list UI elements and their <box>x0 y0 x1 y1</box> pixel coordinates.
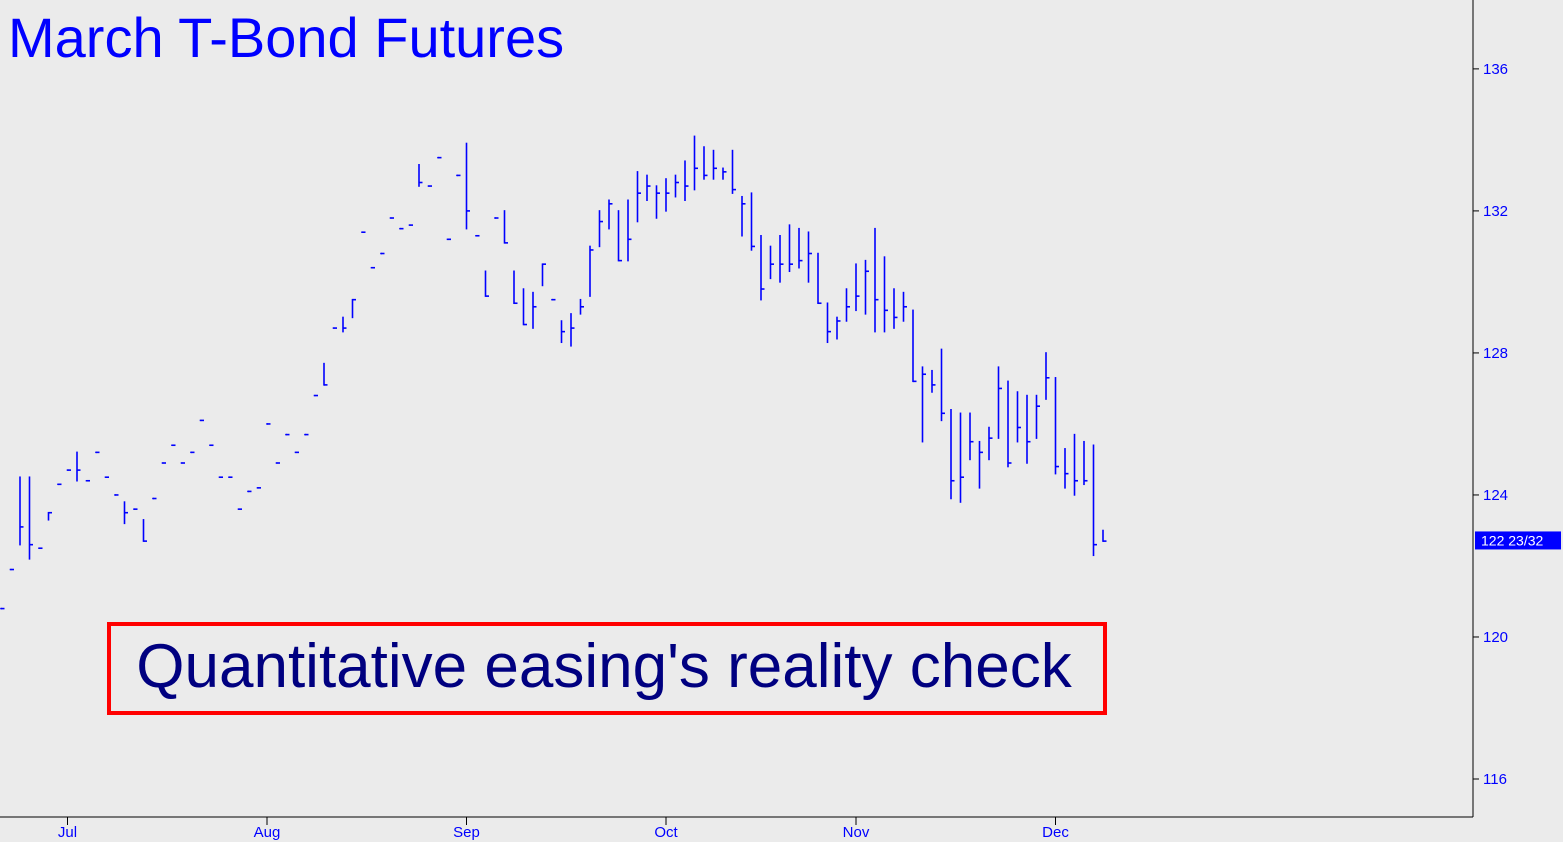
x-tick-label: Nov <box>843 824 870 841</box>
y-tick-label: 128 <box>1483 345 1508 362</box>
annotation: Quantitative easing's reality check <box>136 632 1072 701</box>
y-tick-label: 124 <box>1483 487 1508 504</box>
last-price-label: 122 23/32 <box>1481 532 1543 548</box>
chart-title: March T-Bond Futures <box>8 6 564 69</box>
last-price-box <box>1475 531 1561 550</box>
y-tick-label: 132 <box>1483 203 1508 220</box>
annotation-box <box>107 622 1107 715</box>
x-tick-label: Dec <box>1042 824 1069 841</box>
x-tick-label: Sep <box>453 824 480 841</box>
y-tick-label: 136 <box>1483 61 1508 78</box>
x-tick-label: Jul <box>58 824 77 841</box>
y-tick-label: 116 <box>1483 771 1507 788</box>
x-tick-label: Aug <box>254 824 281 841</box>
x-tick-label: Oct <box>654 824 678 841</box>
y-tick-label: 120 <box>1483 629 1508 646</box>
